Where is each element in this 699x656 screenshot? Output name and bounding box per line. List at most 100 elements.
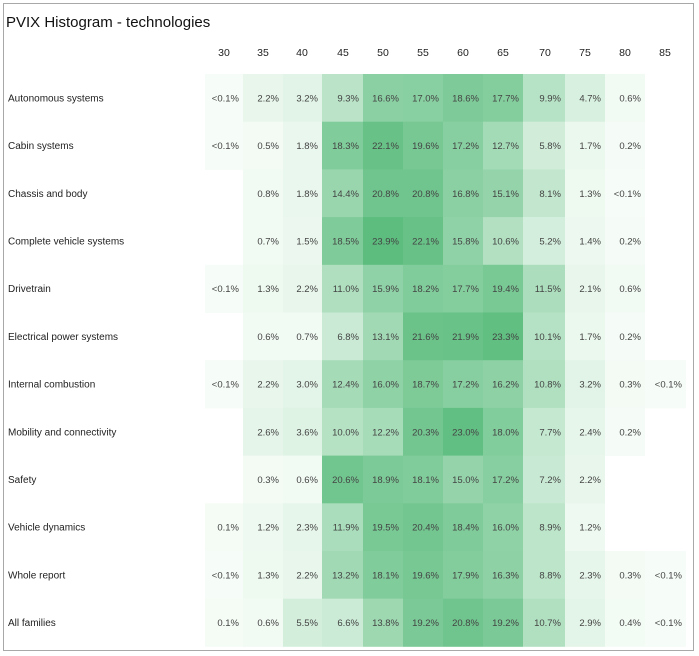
cell-value-label: 0.6% bbox=[619, 284, 641, 295]
cell-value-label: 18.9% bbox=[372, 475, 399, 486]
heatmap-cell bbox=[645, 360, 686, 409]
column-header-50: 50 bbox=[377, 47, 389, 59]
cell-value-label: 0.1% bbox=[217, 523, 239, 534]
cell-value-label: 20.8% bbox=[452, 618, 479, 629]
heatmap-cell bbox=[565, 598, 605, 647]
cell-value-label: 16.0% bbox=[492, 523, 519, 534]
cell-value-label: 17.7% bbox=[492, 93, 519, 104]
heatmap-cell bbox=[443, 217, 483, 266]
cell-value-label: 18.3% bbox=[332, 141, 359, 152]
heatmap-cell bbox=[565, 312, 605, 361]
cell-value-label: 13.8% bbox=[372, 618, 399, 629]
heatmap-cell bbox=[403, 551, 443, 600]
cell-value-label: 20.8% bbox=[372, 189, 399, 200]
cell-value-label: 23.9% bbox=[372, 236, 399, 247]
heatmap-cell bbox=[243, 74, 283, 123]
cell-value-label: 3.6% bbox=[296, 427, 318, 438]
heatmap-cell bbox=[363, 312, 403, 361]
cell-value-label: 0.7% bbox=[296, 332, 318, 343]
row-label: Autonomous systems bbox=[8, 93, 104, 104]
cell-value-label: 6.8% bbox=[337, 332, 359, 343]
heatmap-cell bbox=[443, 264, 483, 313]
cell-value-label: 17.7% bbox=[452, 284, 479, 295]
row-label: Whole report bbox=[8, 570, 65, 581]
heatmap-cell bbox=[483, 312, 523, 361]
heatmap-cell bbox=[283, 264, 322, 313]
cell-value-label: 23.0% bbox=[452, 427, 479, 438]
cell-value-label: 2.2% bbox=[296, 284, 318, 295]
cell-value-label: 8.1% bbox=[539, 189, 561, 200]
column-header-70: 70 bbox=[539, 47, 551, 59]
cell-value-label: 0.4% bbox=[619, 618, 641, 629]
cell-value-label: 1.8% bbox=[296, 141, 318, 152]
row-label: Drivetrain bbox=[8, 284, 51, 295]
heatmap-cell bbox=[403, 598, 443, 647]
cell-value-label: 2.6% bbox=[257, 427, 279, 438]
cell-value-label: 21.6% bbox=[412, 332, 439, 343]
cell-value-label: 8.8% bbox=[539, 570, 561, 581]
heatmap-cell bbox=[523, 503, 565, 552]
heatmap-cell bbox=[363, 217, 403, 266]
cell-value-label: 19.6% bbox=[412, 570, 439, 581]
cell-value-label: 13.1% bbox=[372, 332, 399, 343]
cell-value-label: 0.3% bbox=[619, 380, 641, 391]
cell-value-label: 5.8% bbox=[539, 141, 561, 152]
cell-value-label: 13.2% bbox=[332, 570, 359, 581]
cell-value-label: 16.2% bbox=[492, 380, 519, 391]
row-label: Complete vehicle systems bbox=[8, 236, 124, 247]
cell-value-label: 0.7% bbox=[257, 236, 279, 247]
heatmap-cell bbox=[523, 407, 565, 456]
heatmap-cell bbox=[243, 217, 283, 266]
heatmap-cell bbox=[523, 551, 565, 600]
cell-value-label: 7.2% bbox=[539, 475, 561, 486]
heatmap-cell bbox=[403, 264, 443, 313]
heatmap-cell bbox=[322, 312, 363, 361]
cell-value-label: 10.8% bbox=[534, 380, 561, 391]
cell-value-label: <0.1% bbox=[212, 380, 240, 391]
cell-value-label: 3.0% bbox=[296, 380, 318, 391]
heatmap-cell bbox=[483, 455, 523, 504]
heatmap-cell bbox=[605, 74, 645, 123]
row-label: Safety bbox=[8, 475, 36, 486]
cell-value-label: 22.1% bbox=[412, 236, 439, 247]
heatmap-cell bbox=[605, 598, 645, 647]
heatmap-cell bbox=[322, 551, 363, 600]
cell-value-label: 10.7% bbox=[534, 618, 561, 629]
heatmap-cell bbox=[605, 312, 645, 361]
heatmap-cell bbox=[483, 169, 523, 218]
heatmap-cell bbox=[283, 455, 322, 504]
heatmap-cell bbox=[243, 551, 283, 600]
cell-value-label: 10.1% bbox=[534, 332, 561, 343]
cell-value-label: 19.2% bbox=[412, 618, 439, 629]
heatmap-cell bbox=[322, 74, 363, 123]
column-header-40: 40 bbox=[296, 47, 308, 59]
heatmap-cell bbox=[205, 360, 243, 409]
cell-value-label: 20.3% bbox=[412, 427, 439, 438]
heatmap-cell bbox=[363, 503, 403, 552]
cell-value-label: 16.3% bbox=[492, 570, 519, 581]
heatmap-cell bbox=[283, 74, 322, 123]
heatmap-cell bbox=[243, 360, 283, 409]
heatmap-cell bbox=[443, 121, 483, 170]
cell-value-label: 11.0% bbox=[333, 284, 360, 295]
cell-value-label: 3.2% bbox=[579, 380, 601, 391]
column-header-45: 45 bbox=[337, 47, 349, 59]
heatmap-cell bbox=[523, 217, 565, 266]
cell-value-label: 12.4% bbox=[332, 380, 359, 391]
cell-value-label: 19.5% bbox=[372, 523, 399, 534]
cell-value-label: 20.8% bbox=[412, 189, 439, 200]
cell-value-label: <0.1% bbox=[212, 284, 240, 295]
heatmap-cell bbox=[483, 264, 523, 313]
cell-value-label: 0.1% bbox=[217, 618, 239, 629]
row-label: Chassis and body bbox=[8, 189, 88, 200]
cell-value-label: 2.2% bbox=[257, 93, 279, 104]
cell-value-label: 21.9% bbox=[452, 332, 479, 343]
heatmap-cell bbox=[283, 217, 322, 266]
heatmap-cell bbox=[565, 551, 605, 600]
heatmap-cell bbox=[205, 121, 243, 170]
heatmap-cell bbox=[403, 74, 443, 123]
heatmap-cell bbox=[443, 407, 483, 456]
cell-value-label: <0.1% bbox=[212, 141, 240, 152]
heatmap-cell bbox=[645, 598, 686, 647]
